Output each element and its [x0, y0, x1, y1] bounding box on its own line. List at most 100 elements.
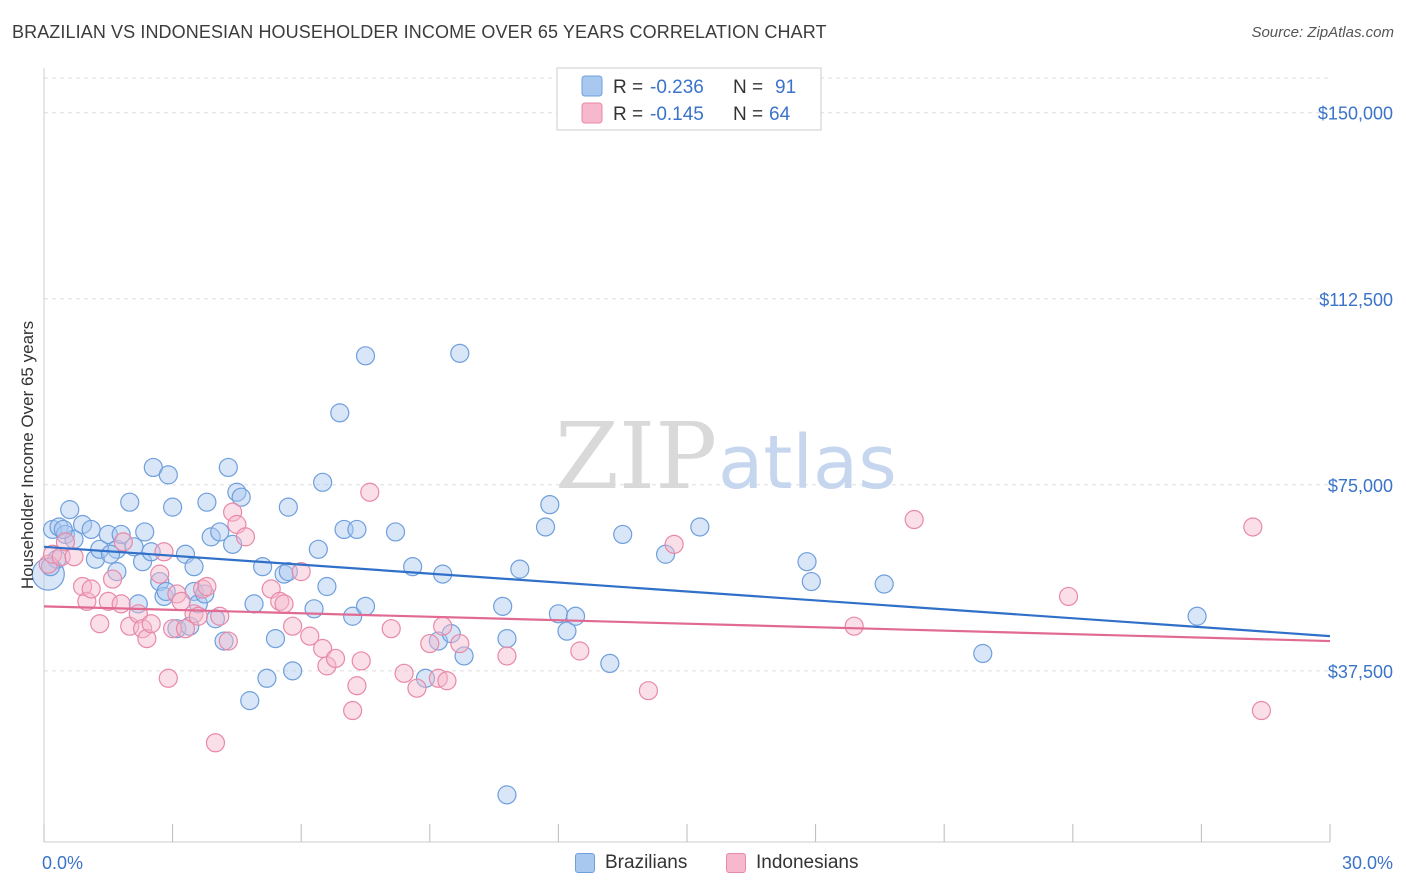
- scatter-point: [874, 574, 894, 594]
- x-tick-label-max: 30.0%: [1342, 853, 1393, 873]
- scatter-point: [240, 691, 260, 711]
- scatter-point: [81, 519, 101, 540]
- scatter-point: [325, 648, 346, 669]
- scatter-point: [497, 628, 517, 649]
- legend-n-value-1: 64: [769, 104, 791, 125]
- scatter-point: [283, 661, 303, 681]
- scatter-point: [540, 495, 560, 515]
- scatter-point: [64, 547, 84, 567]
- legend-r-label-1: R =: [613, 104, 643, 125]
- scatter-point: [565, 606, 586, 626]
- scatter-point: [113, 532, 133, 552]
- scatter-point: [137, 628, 157, 649]
- legend-swatch-brazilians: [581, 75, 603, 97]
- scatter-point: [188, 606, 208, 626]
- y-tick-label: $75,000: [1328, 476, 1393, 496]
- scatter-point: [535, 517, 556, 537]
- scatter-point: [163, 497, 183, 517]
- scatter-point: [141, 614, 161, 634]
- scatter-point: [218, 631, 238, 651]
- x-tick-label-min: 0.0%: [42, 853, 83, 873]
- scatter-point: [454, 646, 474, 666]
- scatter-point: [111, 524, 131, 545]
- y-tick-label: $112,500: [1319, 290, 1393, 310]
- scatter-point: [81, 579, 101, 599]
- legend-r-value-1: -0.145: [650, 104, 704, 125]
- scatter-point: [355, 346, 376, 366]
- scatter-point: [347, 519, 367, 540]
- scatter-point: [497, 785, 517, 805]
- scatter-point: [197, 576, 217, 597]
- scatter-point: [420, 633, 440, 654]
- scatter-point: [351, 651, 371, 671]
- legend-r-label-0: R =: [613, 77, 643, 98]
- scatter-point: [407, 678, 427, 698]
- watermark-atlas: atlas: [718, 420, 897, 506]
- legend-n-value-0: 91: [775, 77, 796, 98]
- scatter-point: [1243, 517, 1263, 537]
- scatter-point: [90, 614, 110, 634]
- scatter-point: [493, 596, 513, 616]
- y-tick-label: $37,500: [1328, 662, 1393, 682]
- scatter-point: [102, 569, 123, 589]
- source-label: Source: ZipAtlas.com: [1251, 24, 1394, 41]
- scatter-point: [355, 596, 376, 616]
- trend-line: [43, 605, 1331, 643]
- scatter-point: [111, 594, 131, 614]
- scatter-point: [317, 576, 337, 597]
- scatter-point: [265, 628, 286, 649]
- scatter-point: [235, 527, 256, 547]
- scatter-point: [613, 524, 633, 545]
- scatter-point: [1058, 586, 1079, 607]
- scatter-point: [53, 519, 73, 540]
- scatter-point: [347, 676, 367, 696]
- scatter-point: [1251, 700, 1272, 721]
- scatter-point: [150, 571, 170, 592]
- y-axis-title: Householder Income Over 65 years: [18, 321, 37, 589]
- scatter-point: [904, 509, 924, 530]
- scatter-point: [510, 559, 530, 579]
- legend-n-label-0: N =: [733, 77, 763, 98]
- scatter-point: [158, 465, 178, 485]
- scatter-point: [300, 626, 320, 646]
- scatter-point: [360, 482, 380, 502]
- scatter-point: [385, 522, 406, 542]
- scatter-point: [218, 457, 238, 478]
- gridlines: [44, 77, 1330, 672]
- scatter-point: [304, 599, 324, 619]
- scatter-point: [330, 403, 350, 423]
- scatter-point: [100, 544, 121, 564]
- scatter-point: [283, 616, 303, 636]
- scatter-point: [844, 616, 864, 636]
- scatter-point: [210, 522, 230, 542]
- scatter-point: [450, 343, 470, 363]
- scatter-point: [175, 619, 196, 639]
- legend-r-value-0: -0.236: [650, 77, 704, 98]
- trend-lines: [43, 545, 1331, 643]
- scatter-point: [394, 663, 414, 683]
- legend-top: R = -0.236 N = 91 R = -0.145 N = 64: [556, 67, 822, 131]
- scatter-point: [154, 542, 174, 562]
- scatter-point: [120, 492, 140, 512]
- scatter-point: [381, 619, 401, 639]
- scatter-point: [257, 668, 277, 688]
- scatter-point: [184, 557, 204, 577]
- trend-line: [43, 545, 1331, 638]
- scatter-point: [343, 606, 363, 626]
- scatter-point: [797, 552, 817, 572]
- legend-item-indonesians: Indonesians: [726, 852, 858, 874]
- scatter-point: [664, 534, 684, 554]
- scatter-point: [158, 668, 178, 688]
- y-tick-labels: $37,500 $75,000 $112,500 $150,000: [1318, 104, 1393, 682]
- scatter-point: [313, 472, 333, 492]
- scatter-point: [308, 539, 328, 559]
- scatter-point: [278, 497, 298, 517]
- scatter-point: [223, 502, 243, 522]
- legend-bottom: Brazilians Indonesians: [0, 852, 1406, 878]
- scatter-point: [450, 633, 470, 654]
- series-brazilians: [31, 343, 1207, 805]
- legend-item-brazilians: Brazilians: [575, 852, 687, 874]
- scatter-point: [437, 671, 457, 691]
- scatter-point: [40, 557, 61, 577]
